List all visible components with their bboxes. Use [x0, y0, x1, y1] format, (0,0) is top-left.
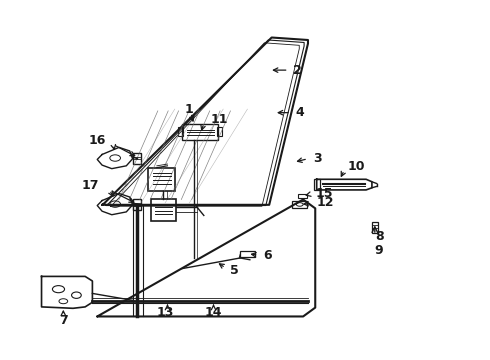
Text: 6: 6 [263, 249, 271, 262]
Text: 16: 16 [89, 134, 106, 147]
Text: 2: 2 [294, 64, 302, 77]
Text: 8: 8 [375, 230, 384, 243]
Text: 11: 11 [210, 113, 228, 126]
Text: 4: 4 [296, 106, 305, 119]
Text: 13: 13 [157, 306, 174, 319]
Text: 7: 7 [59, 314, 68, 327]
Text: 14: 14 [205, 306, 222, 319]
Text: 9: 9 [375, 244, 384, 257]
Text: 1: 1 [185, 103, 194, 116]
Text: 5: 5 [230, 264, 239, 277]
Text: 15: 15 [315, 186, 333, 199]
Text: 3: 3 [313, 152, 321, 165]
Text: 12: 12 [317, 196, 334, 209]
Text: 10: 10 [348, 160, 365, 173]
Text: 17: 17 [81, 179, 98, 192]
